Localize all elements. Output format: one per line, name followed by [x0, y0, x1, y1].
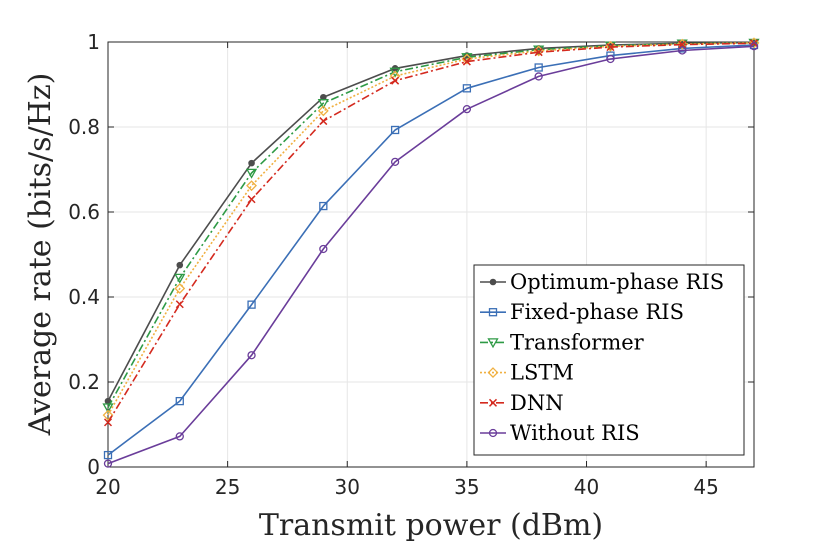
- data-point: [534, 63, 543, 72]
- grid-lines: [107, 41, 754, 468]
- legend-box: [473, 264, 745, 456]
- data-point: [748, 37, 760, 49]
- plot-frame: [107, 41, 755, 468]
- axis-ticks: 20 25 30 35 40 45 0 0.2 0.4 0.6 0.8 1: [68, 30, 754, 499]
- x-tick-label: 45: [693, 475, 718, 499]
- legend-marker: [488, 398, 498, 407]
- legend-marker: [488, 428, 498, 438]
- data-point: [462, 84, 472, 93]
- x-tick-label: 25: [215, 475, 240, 499]
- series-fixed-phase-ris: [103, 40, 759, 460]
- legend: Optimum-phase RIS Fixed-phase RIS Transfor…: [473, 264, 745, 456]
- data-point: [676, 38, 688, 50]
- legend-marker: [488, 308, 498, 317]
- x-tick-label: 30: [335, 475, 360, 499]
- legend-marker: [487, 367, 499, 379]
- data-point: [247, 351, 256, 360]
- legend-entry: LSTM: [480, 361, 574, 385]
- data-point: [390, 157, 400, 167]
- legend-label: LSTM: [510, 361, 574, 385]
- data-point: [319, 117, 328, 126]
- y-tick-label: 0: [87, 455, 100, 479]
- data-point: [749, 42, 759, 51]
- data-point: [678, 40, 687, 49]
- x-tick-label: 40: [574, 475, 599, 499]
- series-without-ris: [103, 42, 759, 468]
- legend-label: Transformer: [510, 330, 645, 354]
- data-point: [247, 300, 256, 309]
- data-point: [174, 273, 186, 284]
- legend-label: DNN: [510, 391, 564, 415]
- x-tick-label: 20: [95, 475, 120, 499]
- data-point: [103, 459, 113, 468]
- data-point: [462, 105, 472, 114]
- data-point: [534, 72, 543, 81]
- series-line: [107, 44, 755, 456]
- data-point: [461, 53, 473, 65]
- y-axis-label: Average rate (bits/s/Hz): [23, 73, 58, 437]
- y-tick-label: 0.4: [68, 285, 100, 309]
- data-point: [606, 54, 615, 64]
- y-tick-label: 0.8: [68, 115, 100, 139]
- data-point: [317, 99, 329, 110]
- data-point: [175, 432, 184, 441]
- legend-entry: DNN: [480, 391, 564, 415]
- y-tick-label: 0.6: [68, 200, 100, 224]
- data-point: [319, 201, 328, 211]
- legend-entry: Without RIS: [480, 421, 640, 445]
- legend-marker: [489, 278, 497, 286]
- legend-entry: Transformer: [480, 330, 645, 354]
- data-point: [174, 283, 186, 294]
- series-layer: [102, 37, 760, 468]
- data-point: [462, 57, 471, 66]
- legend-marker: [487, 338, 499, 349]
- legend-label: Optimum-phase RIS: [510, 270, 724, 294]
- data-point: [102, 403, 114, 414]
- series-line: [107, 42, 755, 423]
- data-point: [245, 168, 258, 179]
- data-point: [389, 67, 401, 78]
- data-point: [606, 43, 615, 52]
- legend-label: Without RIS: [510, 421, 640, 445]
- data-point: [247, 195, 256, 204]
- data-point: [175, 396, 184, 406]
- y-tick-label: 0.2: [68, 370, 100, 394]
- legend-entry: Fixed-phase RIS: [480, 300, 684, 324]
- series-dnn: [103, 39, 759, 427]
- x-axis-label: Transmit power (dBm): [259, 508, 603, 543]
- data-point: [246, 180, 257, 192]
- series-line: [107, 45, 755, 465]
- data-point: [390, 125, 400, 135]
- data-point: [103, 418, 113, 427]
- data-point: [103, 450, 113, 460]
- data-point: [175, 300, 184, 309]
- y-tick-label: 1: [87, 30, 100, 54]
- data-point: [391, 76, 400, 85]
- data-point: [678, 46, 687, 55]
- data-point: [319, 244, 328, 254]
- data-point: [176, 261, 184, 269]
- legend-label: Fixed-phase RIS: [510, 300, 684, 324]
- data-point: [102, 409, 114, 421]
- data-point: [317, 105, 329, 117]
- x-tick-label: 35: [454, 475, 479, 499]
- legend-entry: Optimum-phase RIS: [480, 270, 724, 294]
- data-point: [534, 48, 543, 57]
- data-point: [248, 159, 255, 167]
